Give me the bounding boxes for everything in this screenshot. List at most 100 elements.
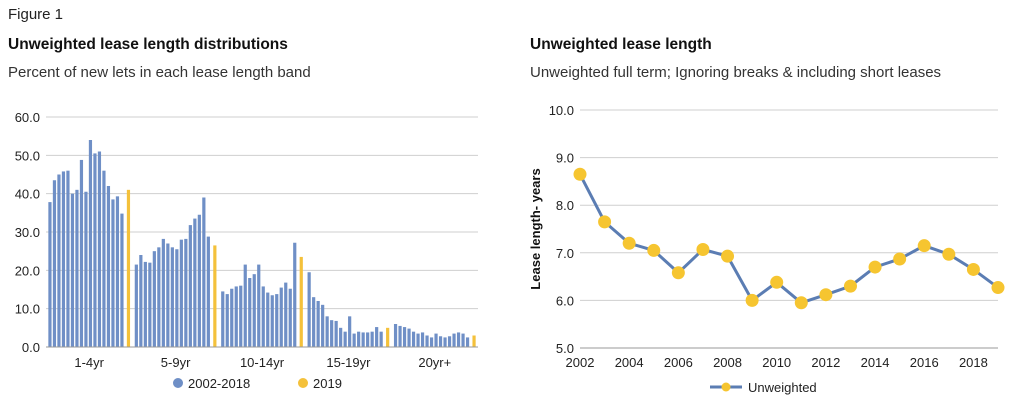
x-tick-label: 2018 (959, 355, 988, 370)
legend-label-2002-2018: 2002-2018 (188, 376, 250, 391)
bar-2002-2018 (393, 324, 398, 347)
bar-2002-2018 (120, 213, 124, 347)
bar-2002-2018 (93, 153, 97, 347)
bar-2002-2018 (79, 159, 84, 347)
bar-2002-2018 (102, 170, 106, 347)
x-tick-label: 2014 (861, 355, 890, 370)
left-chart-title: Unweighted lease length distributions (8, 36, 288, 53)
bar-2002-2018 (379, 331, 383, 347)
y-tick-label: 5.0 (556, 341, 574, 356)
legend-label-2019: 2019 (313, 376, 342, 391)
x-tick-label: 2004 (615, 355, 644, 370)
data-point (893, 252, 907, 266)
data-point (671, 266, 685, 280)
bar-2002-2018 (461, 333, 465, 347)
bar-2002-2018 (429, 337, 434, 347)
data-point (917, 239, 931, 253)
y-axis-title: Lease length- years (528, 168, 543, 289)
bar-2002-2018 (348, 316, 352, 347)
bar-2002-2018 (465, 337, 470, 347)
data-point (794, 296, 808, 310)
bar-2002-2018 (193, 218, 197, 347)
bar-2002-2018 (434, 333, 438, 347)
data-point (819, 288, 833, 302)
bar-2002-2018 (111, 199, 115, 347)
bar-2002-2018 (288, 288, 292, 347)
y-tick-label: 9.0 (556, 151, 574, 166)
bar-2002-2018 (175, 249, 179, 347)
bar-2002-2018 (370, 331, 374, 347)
bar-2002-2018 (420, 332, 425, 347)
bar-2002-2018 (221, 291, 225, 347)
lease-band-bar-chart: 0.0 10.0 20.0 30.0 40.0 50.0 60.0 1-4yr 5-9yr 10-… (15, 110, 478, 391)
bar-2002-2018 (61, 171, 66, 347)
bar-2002-2018 (270, 295, 274, 347)
bar-2002-2018 (75, 189, 79, 347)
legend-label-unweighted: Unweighted (748, 380, 817, 395)
bar-2002-2018 (252, 274, 256, 347)
right-chart-subtitle: Unweighted full term; Ignoring breaks & … (530, 64, 942, 81)
bar-2002-2018 (139, 255, 143, 347)
bar-2002-2018 (366, 332, 370, 347)
bar-2002-2018 (452, 333, 456, 347)
bar-2002-2018 (316, 301, 320, 347)
bar-2002-2018 (179, 239, 183, 347)
y-tick-label: 7.0 (556, 246, 574, 261)
y-tick-label: 10.0 (549, 103, 574, 118)
bar-2002-2018 (234, 286, 238, 347)
series-line-unweighted (578, 173, 999, 305)
bar-2002-2018 (275, 294, 279, 347)
data-point (745, 293, 759, 307)
bar-2002-2018 (184, 238, 188, 347)
data-point (598, 215, 612, 229)
bar-2002-2018 (225, 294, 229, 347)
bar-2002-2018 (279, 287, 283, 347)
figure-label: Figure 1 (8, 6, 64, 23)
data-point (721, 249, 735, 263)
bar-2002-2018 (284, 282, 288, 347)
y-tick-label: 20.0 (15, 263, 40, 278)
right-chart-title: Unweighted lease length (530, 36, 712, 53)
bar-2002-2018 (425, 335, 429, 347)
data-point (942, 247, 956, 261)
bar-2002-2018 (261, 286, 265, 347)
bar-2002-2018 (443, 337, 447, 347)
bar-2002-2018 (243, 264, 247, 347)
x-tick-label: 2010 (762, 355, 791, 370)
bar-2002-2018 (343, 331, 347, 347)
bar-2002-2018 (157, 247, 161, 347)
bar-2002-2018 (161, 238, 165, 347)
bar-2002-2018 (416, 333, 420, 347)
legend-marker-unweighted (721, 382, 731, 392)
y-tick-label: 30.0 (15, 225, 40, 240)
bar-2002-2018 (411, 331, 416, 347)
bar-2002-2018 (375, 327, 379, 347)
data-point (573, 167, 587, 181)
bar-2002-2018 (307, 272, 311, 347)
bar-2002-2018 (206, 236, 210, 347)
y-tick-label: 60.0 (15, 110, 40, 125)
x-tick-label: 2016 (910, 355, 939, 370)
y-tick-label: 50.0 (15, 148, 40, 163)
bar-2002-2018 (447, 336, 452, 347)
bar-2002-2018 (148, 262, 152, 347)
left-chart-subtitle: Percent of new lets in each lease length… (8, 64, 311, 81)
data-point (647, 243, 661, 257)
bar-2002-2018 (334, 320, 338, 347)
data-point (966, 262, 980, 276)
category-label: 1-4yr (74, 355, 104, 370)
bar-2002-2018 (115, 196, 120, 347)
bar-2002-2018 (248, 278, 252, 347)
legend-marker-2019 (298, 378, 308, 388)
x-tick-label: 2012 (811, 355, 840, 370)
category-label: 20yr+ (418, 355, 451, 370)
category-label: 5-9yr (161, 355, 191, 370)
bar-2019 (126, 189, 131, 347)
data-point (991, 281, 1005, 295)
bar-2002-2018 (456, 332, 461, 347)
y-tick-label: 40.0 (15, 187, 40, 202)
bar-2002-2018 (166, 243, 170, 347)
bar-2002-2018 (239, 285, 243, 347)
bar-2002-2018 (143, 261, 147, 347)
bar-2002-2018 (66, 170, 70, 347)
